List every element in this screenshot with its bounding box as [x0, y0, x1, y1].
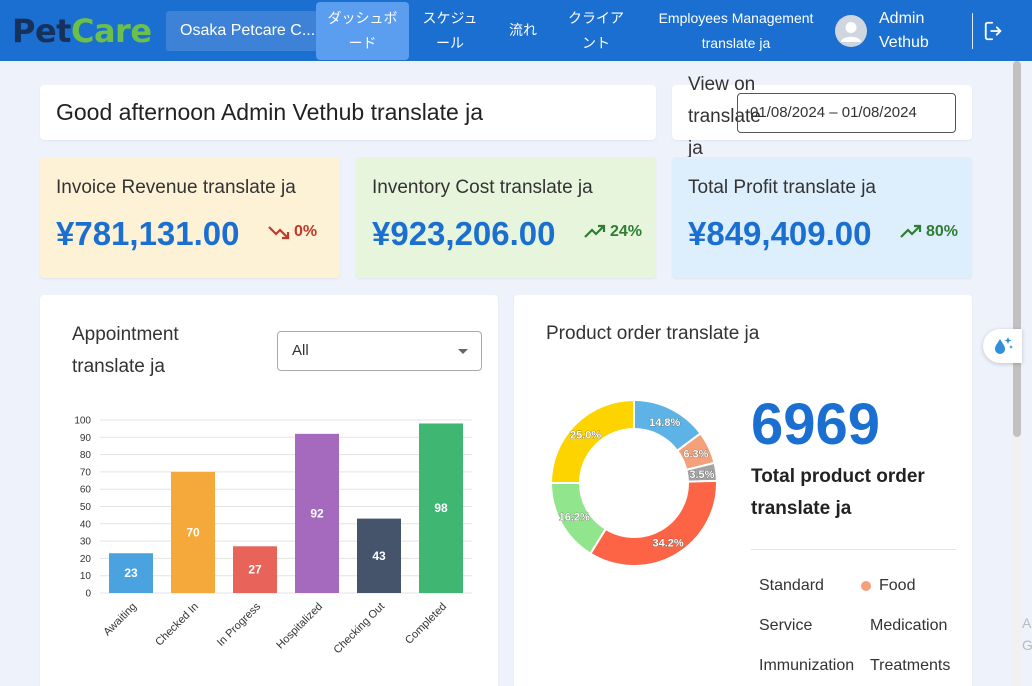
divider	[751, 549, 956, 550]
bar-in-progress[interactable]	[233, 546, 277, 593]
slice-label: 14.8%	[649, 417, 680, 429]
x-tick-label: Checked In	[153, 601, 201, 649]
sparkle-droplet-icon[interactable]	[983, 329, 1022, 363]
clinic-selector[interactable]: Osaka Petcare C...	[166, 11, 332, 51]
x-tick-label: Awaiting	[101, 601, 139, 639]
y-tick-label: 80	[80, 450, 92, 461]
y-tick-label: 40	[80, 519, 92, 530]
total-product-order-value: 6969	[751, 392, 881, 457]
slice-medication[interactable]	[589, 479, 718, 567]
date-range-picker[interactable]: 01/08/2024 – 01/08/2024	[737, 93, 956, 133]
y-tick-label: 30	[80, 537, 92, 548]
logout-icon[interactable]	[983, 20, 1005, 47]
bar-checked-in[interactable]	[171, 471, 215, 593]
total-profit-card: Total Profit translate ja ¥849,409.00 80…	[672, 157, 972, 278]
appointment-title: Appointment translate ja	[72, 324, 179, 377]
y-tick-label: 60	[80, 485, 92, 496]
x-tick-label: Hospitalized	[274, 601, 325, 652]
view-on-label: View on translate ja	[688, 74, 761, 159]
product-order-card: Product order translate ja 14.8% 6.3% 3.5%…	[514, 295, 972, 686]
bar-value-label: 70	[186, 525, 200, 539]
legend-food[interactable]: Food	[861, 577, 915, 595]
user-name[interactable]: Admin Vethub	[879, 10, 929, 51]
inventory-cost-card: Inventory Cost translate ja ¥923,206.00 …	[356, 157, 656, 278]
slice-label: 6.3%	[683, 449, 708, 461]
chevron-down-icon	[458, 349, 468, 354]
bar-awaiting[interactable]	[109, 553, 153, 593]
date-filter-card: View on translate ja 01/08/2024 – 01/08/…	[672, 74, 972, 159]
bar-hospitalized[interactable]	[295, 433, 339, 593]
slice-label: 16.2%	[559, 511, 590, 523]
bar-value-label: 43	[372, 549, 386, 563]
greeting-card: Good afternoon Admin Vethub translate ja	[40, 85, 656, 140]
x-tick-label: Completed	[403, 601, 449, 647]
edge-watermark-text: A G	[1022, 615, 1032, 653]
stat-value: ¥849,409.00	[688, 215, 872, 252]
petcare-logo[interactable]: PetCare	[12, 12, 152, 50]
bar-value-label: 27	[248, 563, 262, 577]
legend-dot	[861, 581, 871, 591]
total-product-order-label: Total product order translate ja	[751, 466, 925, 519]
y-tick-label: 0	[85, 589, 91, 600]
slice-label: 34.2%	[653, 537, 684, 549]
slice-label: 25.0%	[570, 430, 601, 442]
greeting-text: Good afternoon Admin Vethub translate ja	[56, 99, 484, 125]
nav-flow[interactable]: 流れ	[509, 22, 537, 38]
legend-standard[interactable]: Standard	[759, 577, 824, 594]
stat-delta: 0%	[268, 223, 317, 241]
y-tick-label: 20	[80, 554, 92, 565]
bar-value-label: 98	[434, 501, 448, 515]
bar-value-label: 23	[124, 566, 138, 580]
y-tick-label: 70	[80, 467, 92, 478]
trending-up-icon	[900, 224, 922, 238]
scrollbar-thumb[interactable]	[1013, 61, 1021, 437]
appointment-card: Appointment translate ja All 0 10 20 30 40 50…	[40, 295, 498, 686]
slice-treatments[interactable]	[549, 398, 635, 484]
nav-employees-management[interactable]: Employees Management translate ja	[658, 9, 814, 51]
nav-clients[interactable]: クライア ント	[568, 9, 624, 51]
top-navbar: PetCare Osaka Petcare C... ダッシュボ ード スケジュー…	[0, 0, 1032, 61]
bar-completed[interactable]	[419, 423, 463, 593]
legend-service[interactable]: Service	[759, 617, 813, 634]
person-avatar-icon[interactable]	[835, 15, 867, 47]
nav-dashboard[interactable]: ダッシュボ ード	[316, 2, 409, 60]
appointment-bar-chart: 0 10 20 30 40 50 60 70 80 90 100 23 Awaiting 70 Checke…	[74, 416, 472, 657]
invoice-revenue-card: Invoice Revenue translate ja ¥781,131.00…	[40, 157, 340, 278]
x-tick-label: In Progress	[215, 600, 264, 649]
y-tick-label: 90	[80, 433, 92, 444]
y-tick-label: 10	[80, 571, 92, 582]
stat-value: ¥781,131.00	[56, 215, 240, 252]
bar-value-label: 92	[310, 506, 324, 520]
bar-checking-out[interactable]	[357, 518, 401, 593]
product-order-title: Product order translate ja	[546, 323, 760, 344]
y-tick-label: 50	[80, 502, 92, 513]
slice-label: 3.5%	[689, 469, 714, 481]
trending-down-icon	[268, 226, 290, 240]
x-tick-label: Checking Out	[332, 601, 388, 657]
header-divider	[972, 13, 973, 49]
stat-value: ¥923,206.00	[372, 215, 556, 252]
legend-treatments[interactable]: Treatments	[870, 657, 951, 674]
legend-medication[interactable]: Medication	[870, 617, 948, 634]
trending-up-icon	[584, 224, 606, 238]
appointment-filter-select[interactable]: All	[277, 331, 482, 371]
stat-label: Total Profit translate ja	[688, 177, 876, 198]
stat-delta: 24%	[584, 223, 642, 241]
stat-label: Inventory Cost translate ja	[372, 177, 593, 198]
legend-immunization[interactable]: Immunization	[759, 657, 855, 674]
y-tick-label: 100	[74, 416, 91, 427]
stat-delta: 80%	[900, 223, 958, 241]
product-order-donut-chart: 14.8% 6.3% 3.5% 34.2% 16.2% 25.0%	[549, 398, 718, 567]
stat-label: Invoice Revenue translate ja	[56, 177, 296, 198]
nav-schedule[interactable]: スケジュ ール	[422, 9, 478, 51]
